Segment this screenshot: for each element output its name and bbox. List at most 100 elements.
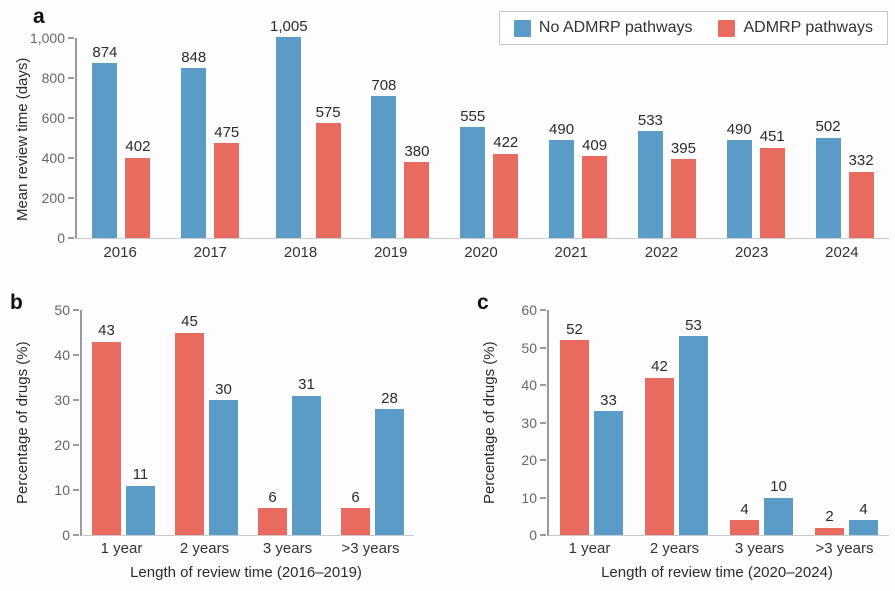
bar-no-admrp [849,520,878,535]
y-axis-title: Percentage of drugs (%) [481,341,498,505]
y-tick-mark [540,496,546,499]
x-category-label: 1 year [568,540,611,557]
bar-admrp [759,147,785,238]
bar-group: 555 422 [460,107,518,238]
bar-value-label: 451 [759,128,785,146]
bar-value-label: 575 [315,103,341,121]
plot-area: 43 11 45 30 6 31 6 28 [80,310,414,536]
bar-with-label: 43 [92,322,121,535]
bar-with-label: 475 [214,123,240,238]
bar-groups: 52 33 42 53 4 10 2 4 [549,310,889,535]
bar-with-label: 33 [594,392,623,535]
bar-no-admrp [371,96,397,238]
x-category-label: >3 years [341,540,400,557]
bar-with-label: 31 [292,376,321,535]
bar-value-label: 380 [404,142,430,160]
bar-no-admrp [764,497,793,535]
panel-c: c Percentage of drugs (%) 60 50 40 30 20 10 0 … [447,285,895,591]
y-tick-mark [68,117,74,119]
bar-group: 490 451 [727,121,785,238]
bar-with-label: 6 [258,489,287,535]
bar-value-label: 30 [215,380,232,398]
bar-with-label: 502 [816,119,841,238]
legend-swatch-admrp-icon [718,19,736,37]
bar-with-label: 28 [375,389,404,535]
x-category-label: 2019 [374,244,408,261]
y-tick-mark [68,237,74,239]
bar-admrp [315,123,341,238]
y-tick-mark [540,459,546,461]
bar-with-label: 395 [670,139,696,238]
x-category-label: 2024 [825,244,859,261]
bar-with-label: 874 [92,44,117,238]
bar-with-label: 848 [181,49,206,238]
bar-with-label: 533 [637,112,663,238]
panel-label-c: c [477,291,489,314]
bar-with-label: 708 [371,77,397,238]
bar-with-label: 555 [460,107,486,238]
bar-with-label: 490 [727,121,752,238]
bar-admrp [670,159,696,238]
x-category-label: 2 years [649,540,700,557]
bar-value-label: 475 [214,123,240,141]
plot-area: 874 402 848 475 1,005 575 708 380 555 422 490 409 53… [75,18,889,239]
bar-value-label: 53 [685,316,702,334]
bar-value-label: 395 [670,139,696,157]
bar-value-label: 502 [815,118,841,136]
bar-no-admrp [375,409,404,535]
bar-value-label: 43 [98,322,115,339]
bar-admrp [404,162,430,238]
y-tick-mark [540,346,546,349]
bar-group: 502 332 [816,119,874,238]
x-category-label: 1 year [100,540,143,557]
bar-no-admrp [637,131,663,238]
bar-with-label: 11 [126,466,155,535]
bar-value-label: 332 [848,152,874,170]
panel-b: b Percentage of drugs (%) 50 40 30 20 10 0 43… [0,285,447,591]
bar-with-label: 332 [849,153,874,238]
legend-item-admrp: ADMRP pathways [718,19,873,37]
bar-admrp [815,527,844,535]
y-tick-mark [68,157,74,159]
bar-admrp [560,340,589,535]
bar-with-label: 490 [549,121,575,238]
y-axis-ticks: 50 40 30 20 10 0 [33,302,79,543]
y-axis-ticks: 1,000 800 600 400 200 0 [28,30,74,246]
bottom-row: b Percentage of drugs (%) 50 40 30 20 10 0 43… [0,285,895,591]
bar-group: 6 31 [258,376,321,535]
bar-value-label: 45 [181,313,198,330]
bar-with-label: 1,005 [270,17,308,238]
bar-with-label: 575 [315,103,341,238]
bar-value-label: 402 [125,138,151,156]
y-tick-mark [68,37,74,39]
bar-group: 708 380 [371,77,430,238]
bar-value-label: 555 [460,107,486,125]
bar-value-label: 4 [859,500,868,518]
bar-with-label: 4 [849,500,878,535]
bar-with-label: 53 [679,316,708,535]
panel-label-b: b [10,291,23,314]
x-axis-title: Length of review time (2020–2024) [601,564,833,581]
bar-admrp [582,156,608,238]
bar-with-label: 402 [125,139,150,238]
bar-with-label: 30 [209,380,238,535]
bar-group: 874 402 [92,44,150,238]
bar-no-admrp [549,140,575,238]
bar-admrp [730,520,759,535]
y-tick-mark [73,444,79,446]
y-tick-mark [73,309,79,311]
x-axis-title: Length of review time (2016–2019) [130,564,362,581]
bar-admrp [258,508,287,535]
bar-group: 848 475 [181,49,240,238]
bar-value-label: 28 [381,389,398,407]
bar-value-label: 1,005 [270,17,308,35]
y-axis-ticks: 60 50 40 30 20 10 0 [500,302,546,543]
bar-value-label: 42 [651,358,668,375]
x-category-label: 3 years [262,540,313,557]
bar-group: 1,005 575 [270,17,341,238]
x-category-label: 2 years [179,540,230,557]
bar-no-admrp [292,395,321,535]
bar-with-label: 45 [175,313,204,535]
y-tick-mark [540,421,546,424]
y-axis-title: Percentage of drugs (%) [14,341,31,505]
